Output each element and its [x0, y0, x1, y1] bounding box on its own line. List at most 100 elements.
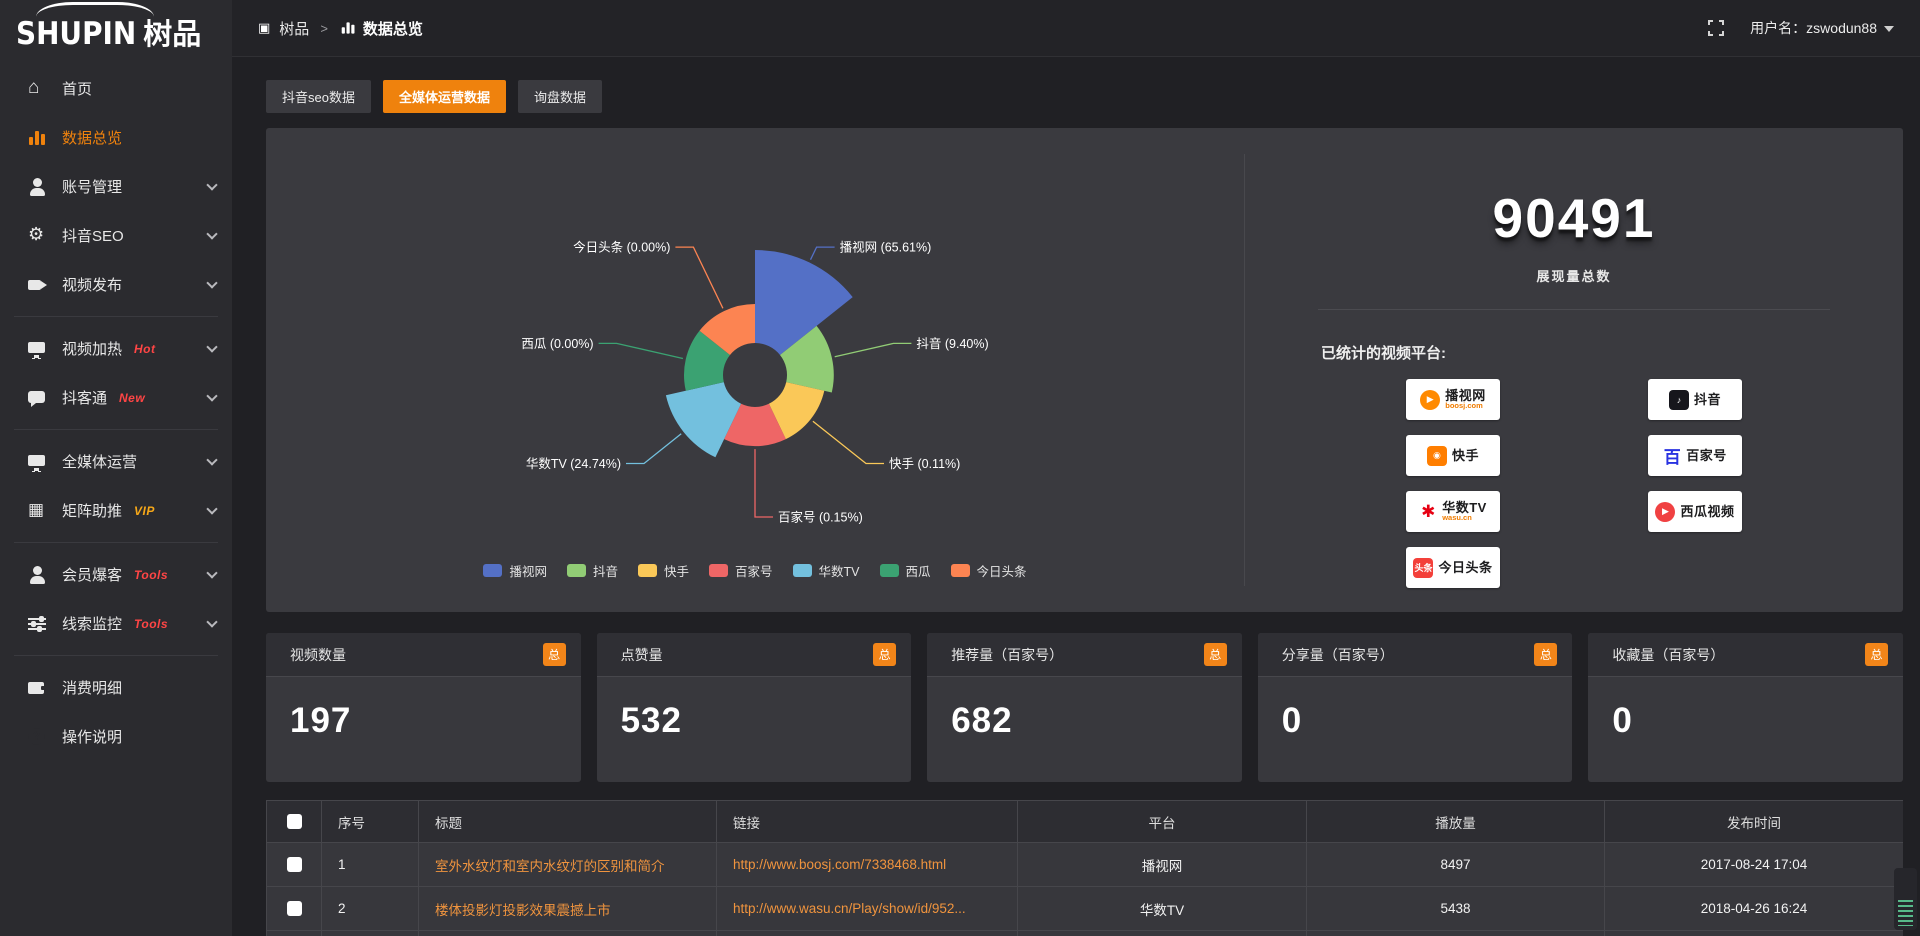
floating-widget[interactable]	[1894, 868, 1917, 930]
overview-panel: 播视网 (65.61%) 抖音 (9.40%) 快手 (0.11%) 百家号 (0.1…	[266, 128, 1903, 612]
legend-item-kuaishou[interactable]: 快手	[637, 561, 689, 580]
sidebar-item-video-heating[interactable]: 视频加热 Hot	[0, 324, 232, 373]
new-badge: New	[119, 390, 146, 405]
menu-divider	[14, 316, 218, 317]
platform-badge-baijiahao: 百百家号	[1648, 435, 1742, 476]
stat-card-label: 分享量（百家号）	[1281, 646, 1394, 663]
sidebar-item-data-overview[interactable]: 数据总览	[0, 113, 232, 162]
sidebar-item-label: 操作说明	[62, 729, 123, 746]
legend-swatch	[792, 564, 812, 577]
pie-label-toutiao: 今日头条 (0.00%)	[573, 240, 670, 255]
stat-card-like-count: 点赞量 总 532	[596, 633, 912, 782]
select-all-checkbox[interactable]	[286, 814, 302, 830]
legend-swatch	[483, 564, 503, 577]
tab-douyin-seo-data[interactable]: 抖音seo数据	[266, 80, 371, 113]
chevron-down-icon	[206, 227, 218, 240]
sidebar-item-video-publish[interactable]: 视频发布	[0, 260, 232, 309]
fullscreen-icon[interactable]	[1708, 20, 1725, 36]
pie-slice-kuaishou[interactable]	[768, 382, 825, 440]
legend-label: 播视网	[509, 565, 547, 579]
legend-item-xigua[interactable]: 西瓜	[879, 561, 931, 580]
legend-item-baijiahao[interactable]: 百家号	[709, 561, 773, 580]
cell-plays	[1306, 930, 1605, 936]
grid-icon	[28, 500, 47, 520]
stat-card-value: 197	[290, 701, 352, 740]
breadcrumb-root[interactable]: 树品	[279, 20, 310, 38]
sidebar-item-douketong[interactable]: 抖客通 New	[0, 373, 232, 422]
row-checkbox[interactable]	[286, 857, 302, 873]
legend-item-boosj[interactable]: 播视网	[483, 561, 547, 580]
person-icon	[28, 177, 47, 196]
pie-slice-douyin[interactable]	[780, 325, 834, 393]
platform-name: 百家号	[1686, 447, 1727, 463]
platform-name: 播视网	[1445, 387, 1486, 403]
legend-item-douyin[interactable]: 抖音	[566, 561, 618, 580]
sidebar-item-label: 抖客通	[62, 390, 108, 407]
pie-slice-boosj[interactable]	[755, 250, 853, 355]
video-url-link[interactable]: http://www.boosj.com/7338468.html	[733, 857, 947, 873]
legend-label: 抖音	[592, 565, 618, 579]
sidebar-item-omnimedia-operation[interactable]: 全媒体运营	[0, 437, 232, 486]
video-title-link[interactable]: 室外水纹灯和室内水纹灯的区别和简介	[435, 858, 665, 874]
sidebar-item-label: 视频加热	[62, 341, 123, 358]
video-url-link[interactable]: http://www.wasu.cn/Play/show/id/952...	[733, 901, 966, 917]
chevron-down-icon	[206, 389, 218, 402]
col-header-title: 标题	[418, 800, 717, 843]
chart-legend: 播视网 抖音 快手 百家号 华数TV 西瓜 今日头条	[266, 561, 1244, 580]
stat-cards-row: 视频数量总 197 点赞量总 532 推荐量（百家号）总 682 分享量（百家号）总 0 收藏量…	[266, 633, 1903, 782]
rose-chart[interactable]: 播视网 (65.61%) 抖音 (9.40%) 快手 (0.11%) 百家号 (0.1…	[266, 128, 1244, 612]
sidebar-item-douyin-seo[interactable]: 抖音SEO	[0, 211, 232, 260]
total-badge: 总	[1534, 643, 1558, 666]
total-badge: 总	[542, 643, 566, 666]
legend-label: 快手	[663, 565, 689, 579]
platform-name: 抖音	[1693, 391, 1721, 407]
chevron-down-icon	[206, 178, 218, 191]
sidebar-item-member-baoke[interactable]: 会员爆客 Tools	[0, 550, 232, 599]
chat-icon	[28, 389, 47, 407]
sidebar-item-lead-monitor[interactable]: 线索监控 Tools	[0, 599, 232, 648]
wallet-icon	[28, 679, 47, 697]
cell-plays: 8497	[1306, 842, 1605, 887]
pie-slice-baijiahao[interactable]	[724, 403, 786, 447]
total-impressions-label: 展现量总数	[1536, 269, 1612, 284]
sidebar-item-account-management[interactable]: 账号管理	[0, 162, 232, 211]
pie-label-douyin: 抖音 (9.40%)	[916, 336, 988, 351]
pie-label-line-douyin	[834, 342, 912, 358]
sidebar-item-home[interactable]: 首页	[0, 64, 232, 113]
chevron-down-icon	[206, 502, 218, 515]
tab-omnimedia-data[interactable]: 全媒体运营数据	[382, 80, 506, 113]
menu-divider	[14, 542, 218, 543]
video-title-link[interactable]: 楼体投影灯投影效果震撼上市	[435, 902, 611, 918]
table-header-row: 序号 标题 链接 平台 播放量 发布时间	[266, 800, 1903, 843]
pie-slice-wasu[interactable]	[665, 382, 742, 458]
tab-inquiry-data[interactable]: 询盘数据	[517, 80, 602, 113]
cell-time: 2018-04-26 16:24	[1604, 886, 1903, 931]
total-badge: 总	[1203, 643, 1227, 666]
wasu-logo-icon: ✱	[1421, 501, 1436, 521]
table-row: 2 楼体投影灯投影效果震撼上市 http://www.wasu.cn/Play/sh…	[266, 886, 1903, 931]
platform-domain: wasu.cn	[1442, 513, 1472, 523]
sidebar-item-label: 账号管理	[62, 179, 123, 196]
user-menu[interactable]: 用户名：zswodun88	[1750, 18, 1894, 38]
sidebar-item-label: 矩阵助推	[62, 503, 123, 520]
sidebar-item-consumption-detail[interactable]: 消费明细	[0, 663, 232, 712]
video-table: 序号 标题 链接 平台 播放量 发布时间 1 室外水纹灯和室内水纹灯的区别和简介 h…	[266, 800, 1903, 936]
legend-label: 今日头条	[976, 565, 1027, 579]
pie-slice-xigua[interactable]	[684, 330, 730, 391]
platform-badge-boosj: ▶ 播视网 boosj.com	[1406, 379, 1500, 420]
legend-item-toutiao[interactable]: 今日头条	[950, 561, 1027, 580]
baijiahao-logo-icon: 百	[1663, 448, 1681, 467]
cell-plays: 5438	[1306, 886, 1605, 931]
sidebar-item-operation-guide[interactable]: 操作说明	[0, 712, 232, 761]
pie-label-line-toutiao	[675, 246, 724, 309]
pie-slice-toutiao[interactable]	[699, 304, 756, 355]
sidebar-item-matrix-boost[interactable]: 矩阵助推 VIP	[0, 486, 232, 535]
widget-stripes	[1898, 900, 1913, 926]
breadcrumb-separator: >	[320, 20, 328, 36]
legend-item-wasu[interactable]: 华数TV	[792, 561, 860, 580]
logo-arc-decoration	[36, 2, 154, 32]
monitor-icon	[28, 453, 47, 471]
row-checkbox[interactable]	[286, 901, 302, 917]
video-icon	[28, 276, 47, 294]
stat-card-favorite-count: 收藏量（百家号） 总 0	[1588, 633, 1903, 782]
